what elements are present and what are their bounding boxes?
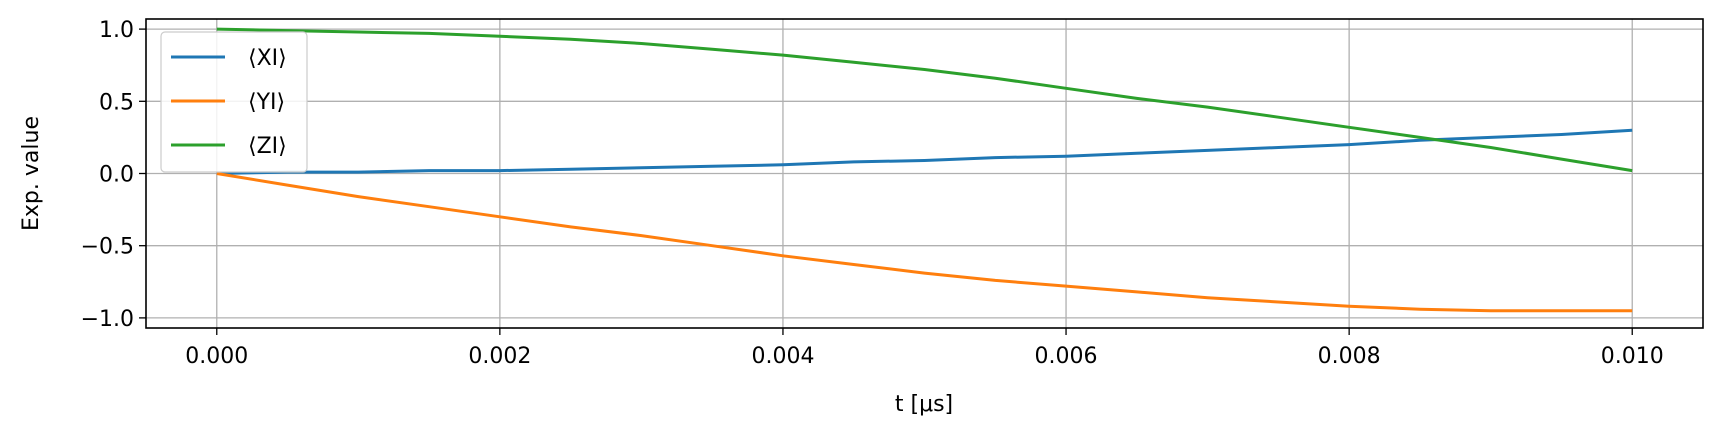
x-tick-label: 0.004	[751, 344, 814, 369]
series-line-zi	[216, 27, 1633, 173]
series-line-xi	[216, 128, 1633, 175]
x-tick-label: 0.010	[1601, 344, 1664, 369]
y-tick-label: 0.5	[99, 90, 134, 115]
y-axis-label: Exp. value	[19, 116, 44, 231]
legend-label-yi: ⟨YI⟩	[248, 90, 285, 115]
legend: ⟨XI⟩ ⟨YI⟩ ⟨ZI⟩	[160, 31, 308, 173]
y-tick-label: −1.0	[81, 307, 134, 332]
y-tick-label: −0.5	[81, 235, 134, 260]
series-line-yi	[216, 172, 1633, 313]
legend-label-xi: ⟨XI⟩	[248, 46, 287, 71]
grid-lines	[146, 19, 1703, 328]
x-tick-label: 0.006	[1035, 344, 1098, 369]
y-tick-label: 0.0	[99, 163, 134, 188]
x-tick-label: 0.008	[1318, 344, 1381, 369]
y-tick-label: 1.0	[99, 18, 134, 43]
x-tick-label: 0.000	[185, 344, 248, 369]
axis-ticks: 0.000 0.002 0.004 0.006 0.008 0.010 −1.0 −0.5 0.…	[81, 18, 1664, 369]
x-tick-label: 0.002	[468, 344, 531, 369]
x-axis-label: t [μs]	[895, 392, 953, 417]
legend-box	[160, 31, 308, 173]
legend-label-zi: ⟨ZI⟩	[248, 134, 287, 159]
series-layer	[216, 27, 1633, 313]
